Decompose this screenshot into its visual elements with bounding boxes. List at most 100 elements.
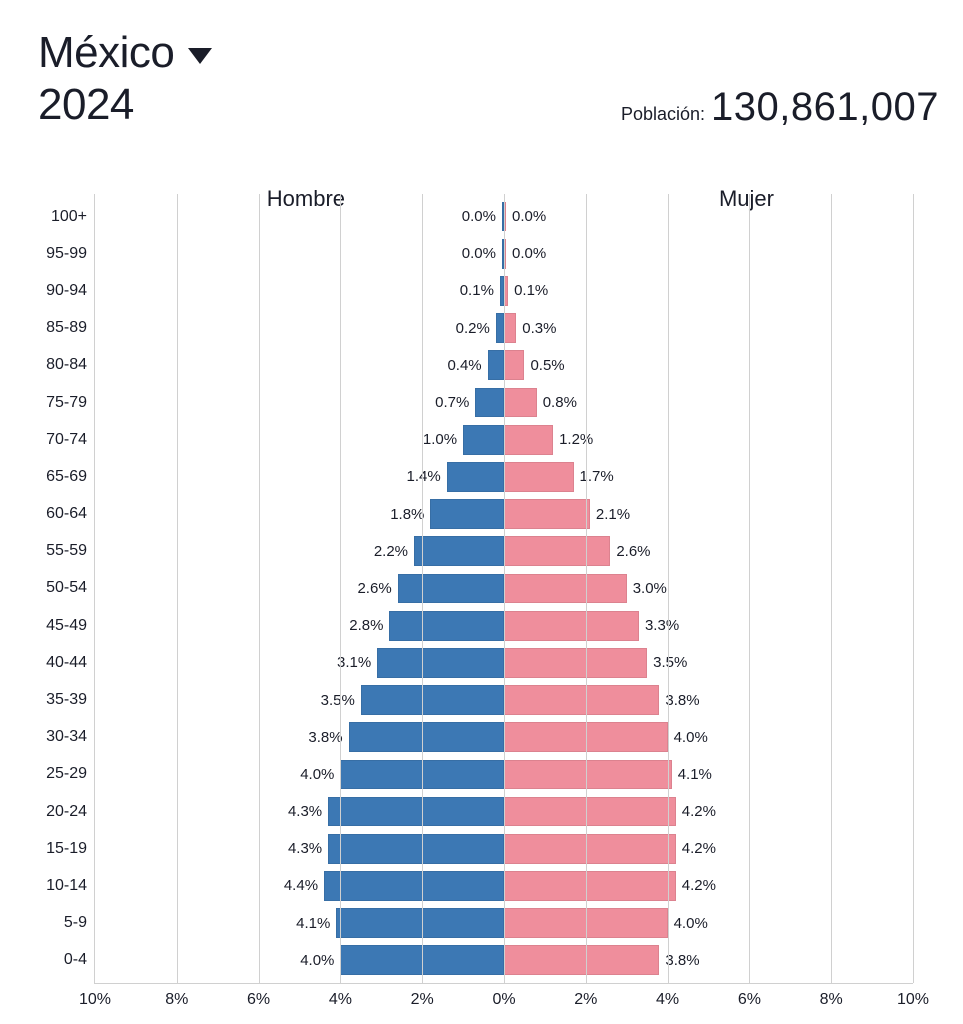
female-value: 0.0%: [506, 208, 552, 225]
header: México 2024 Población: 130,861,007: [24, 28, 939, 130]
population-pyramid-chart: Hombre Mujer 100+0.0%0.0%95-990.0%0.0%90…: [94, 194, 913, 984]
male-value: 4.3%: [282, 803, 328, 820]
male-half: 0.4%: [441, 350, 504, 380]
female-half: 4.2%: [504, 871, 722, 901]
female-half: 0.1%: [504, 276, 554, 306]
female-bar: [504, 834, 676, 864]
female-half: 4.0%: [504, 908, 714, 938]
age-band-label: 85-89: [33, 319, 87, 337]
population: Población: 130,861,007: [621, 85, 939, 130]
male-half: 4.0%: [294, 945, 504, 975]
male-half: 2.2%: [368, 536, 504, 566]
female-value: 3.5%: [647, 654, 693, 671]
male-half: 3.8%: [302, 722, 504, 752]
female-value: 0.1%: [508, 282, 554, 299]
female-value: 1.2%: [553, 431, 599, 448]
male-half: 0.2%: [450, 313, 504, 343]
male-bar: [328, 834, 504, 864]
female-half: 0.5%: [504, 350, 571, 380]
male-bar: [389, 611, 504, 641]
male-bar: [447, 462, 504, 492]
female-bar: [504, 574, 627, 604]
female-half: 4.0%: [504, 722, 714, 752]
female-value: 0.3%: [516, 320, 562, 337]
female-value: 4.2%: [676, 877, 722, 894]
x-tick-label: 0%: [492, 991, 515, 1009]
male-bar: [377, 648, 504, 678]
age-band-label: 90-94: [33, 282, 87, 300]
country-selector[interactable]: México: [38, 28, 939, 78]
female-half: 3.5%: [504, 648, 693, 678]
female-bar: [504, 536, 610, 566]
female-half: 0.3%: [504, 313, 562, 343]
female-half: 1.7%: [504, 462, 620, 492]
male-bar: [488, 350, 504, 380]
male-bar: [414, 536, 504, 566]
male-value: 1.4%: [401, 468, 447, 485]
country-name: México: [38, 28, 174, 78]
male-half: 4.0%: [294, 760, 504, 790]
x-tick-label: 8%: [165, 991, 188, 1009]
gridline: [259, 194, 260, 983]
age-band-label: 0-4: [33, 951, 87, 969]
female-value: 0.5%: [524, 357, 570, 374]
female-value: 4.2%: [676, 840, 722, 857]
female-bar: [504, 499, 590, 529]
female-value: 0.0%: [506, 245, 552, 262]
female-half: 4.2%: [504, 834, 722, 864]
female-value: 4.0%: [668, 729, 714, 746]
gridline: [668, 194, 669, 983]
age-band-label: 50-54: [33, 579, 87, 597]
male-half: 4.3%: [282, 797, 504, 827]
female-value: 4.1%: [672, 766, 718, 783]
age-band-label: 10-14: [33, 877, 87, 895]
female-half: 4.1%: [504, 760, 718, 790]
female-half: 2.1%: [504, 499, 636, 529]
year: 2024: [38, 80, 134, 130]
female-half: 0.8%: [504, 388, 583, 418]
female-half: 3.8%: [504, 945, 706, 975]
male-half: 2.8%: [343, 611, 504, 641]
male-value: 0.7%: [429, 394, 475, 411]
female-bar: [504, 611, 639, 641]
male-half: 3.5%: [315, 685, 504, 715]
female-value: 2.6%: [610, 543, 656, 560]
age-band-label: 30-34: [33, 728, 87, 746]
male-half: 4.3%: [282, 834, 504, 864]
female-bar: [504, 648, 647, 678]
male-half: 1.4%: [401, 462, 504, 492]
male-half: 3.1%: [331, 648, 504, 678]
male-value: 0.0%: [456, 245, 502, 262]
x-tick-label: 2%: [574, 991, 597, 1009]
male-value: 4.0%: [294, 766, 340, 783]
age-band-label: 20-24: [33, 803, 87, 821]
gridline: [340, 194, 341, 983]
male-bar: [328, 797, 504, 827]
age-band-label: 95-99: [33, 245, 87, 263]
gridline: [913, 194, 914, 983]
male-value: 4.3%: [282, 840, 328, 857]
female-value: 3.8%: [659, 692, 705, 709]
x-tick-label: 2%: [411, 991, 434, 1009]
male-value: 0.2%: [450, 320, 496, 337]
female-half: 0.0%: [504, 202, 552, 232]
female-bar: [504, 797, 676, 827]
male-bar: [430, 499, 504, 529]
male-value: 0.1%: [454, 282, 500, 299]
age-band-label: 65-69: [33, 468, 87, 486]
male-value: 1.8%: [384, 506, 430, 523]
female-half: 3.3%: [504, 611, 685, 641]
gridline: [504, 194, 505, 983]
x-tick-label: 8%: [820, 991, 843, 1009]
female-bar: [504, 462, 574, 492]
age-band-label: 25-29: [33, 765, 87, 783]
male-bar: [361, 685, 504, 715]
female-value: 2.1%: [590, 506, 636, 523]
age-band-label: 75-79: [33, 394, 87, 412]
x-tick-label: 10%: [79, 991, 111, 1009]
female-value: 1.7%: [574, 468, 620, 485]
male-value: 3.8%: [302, 729, 348, 746]
female-bar: [504, 388, 537, 418]
female-value: 4.2%: [676, 803, 722, 820]
male-half: 0.7%: [429, 388, 504, 418]
